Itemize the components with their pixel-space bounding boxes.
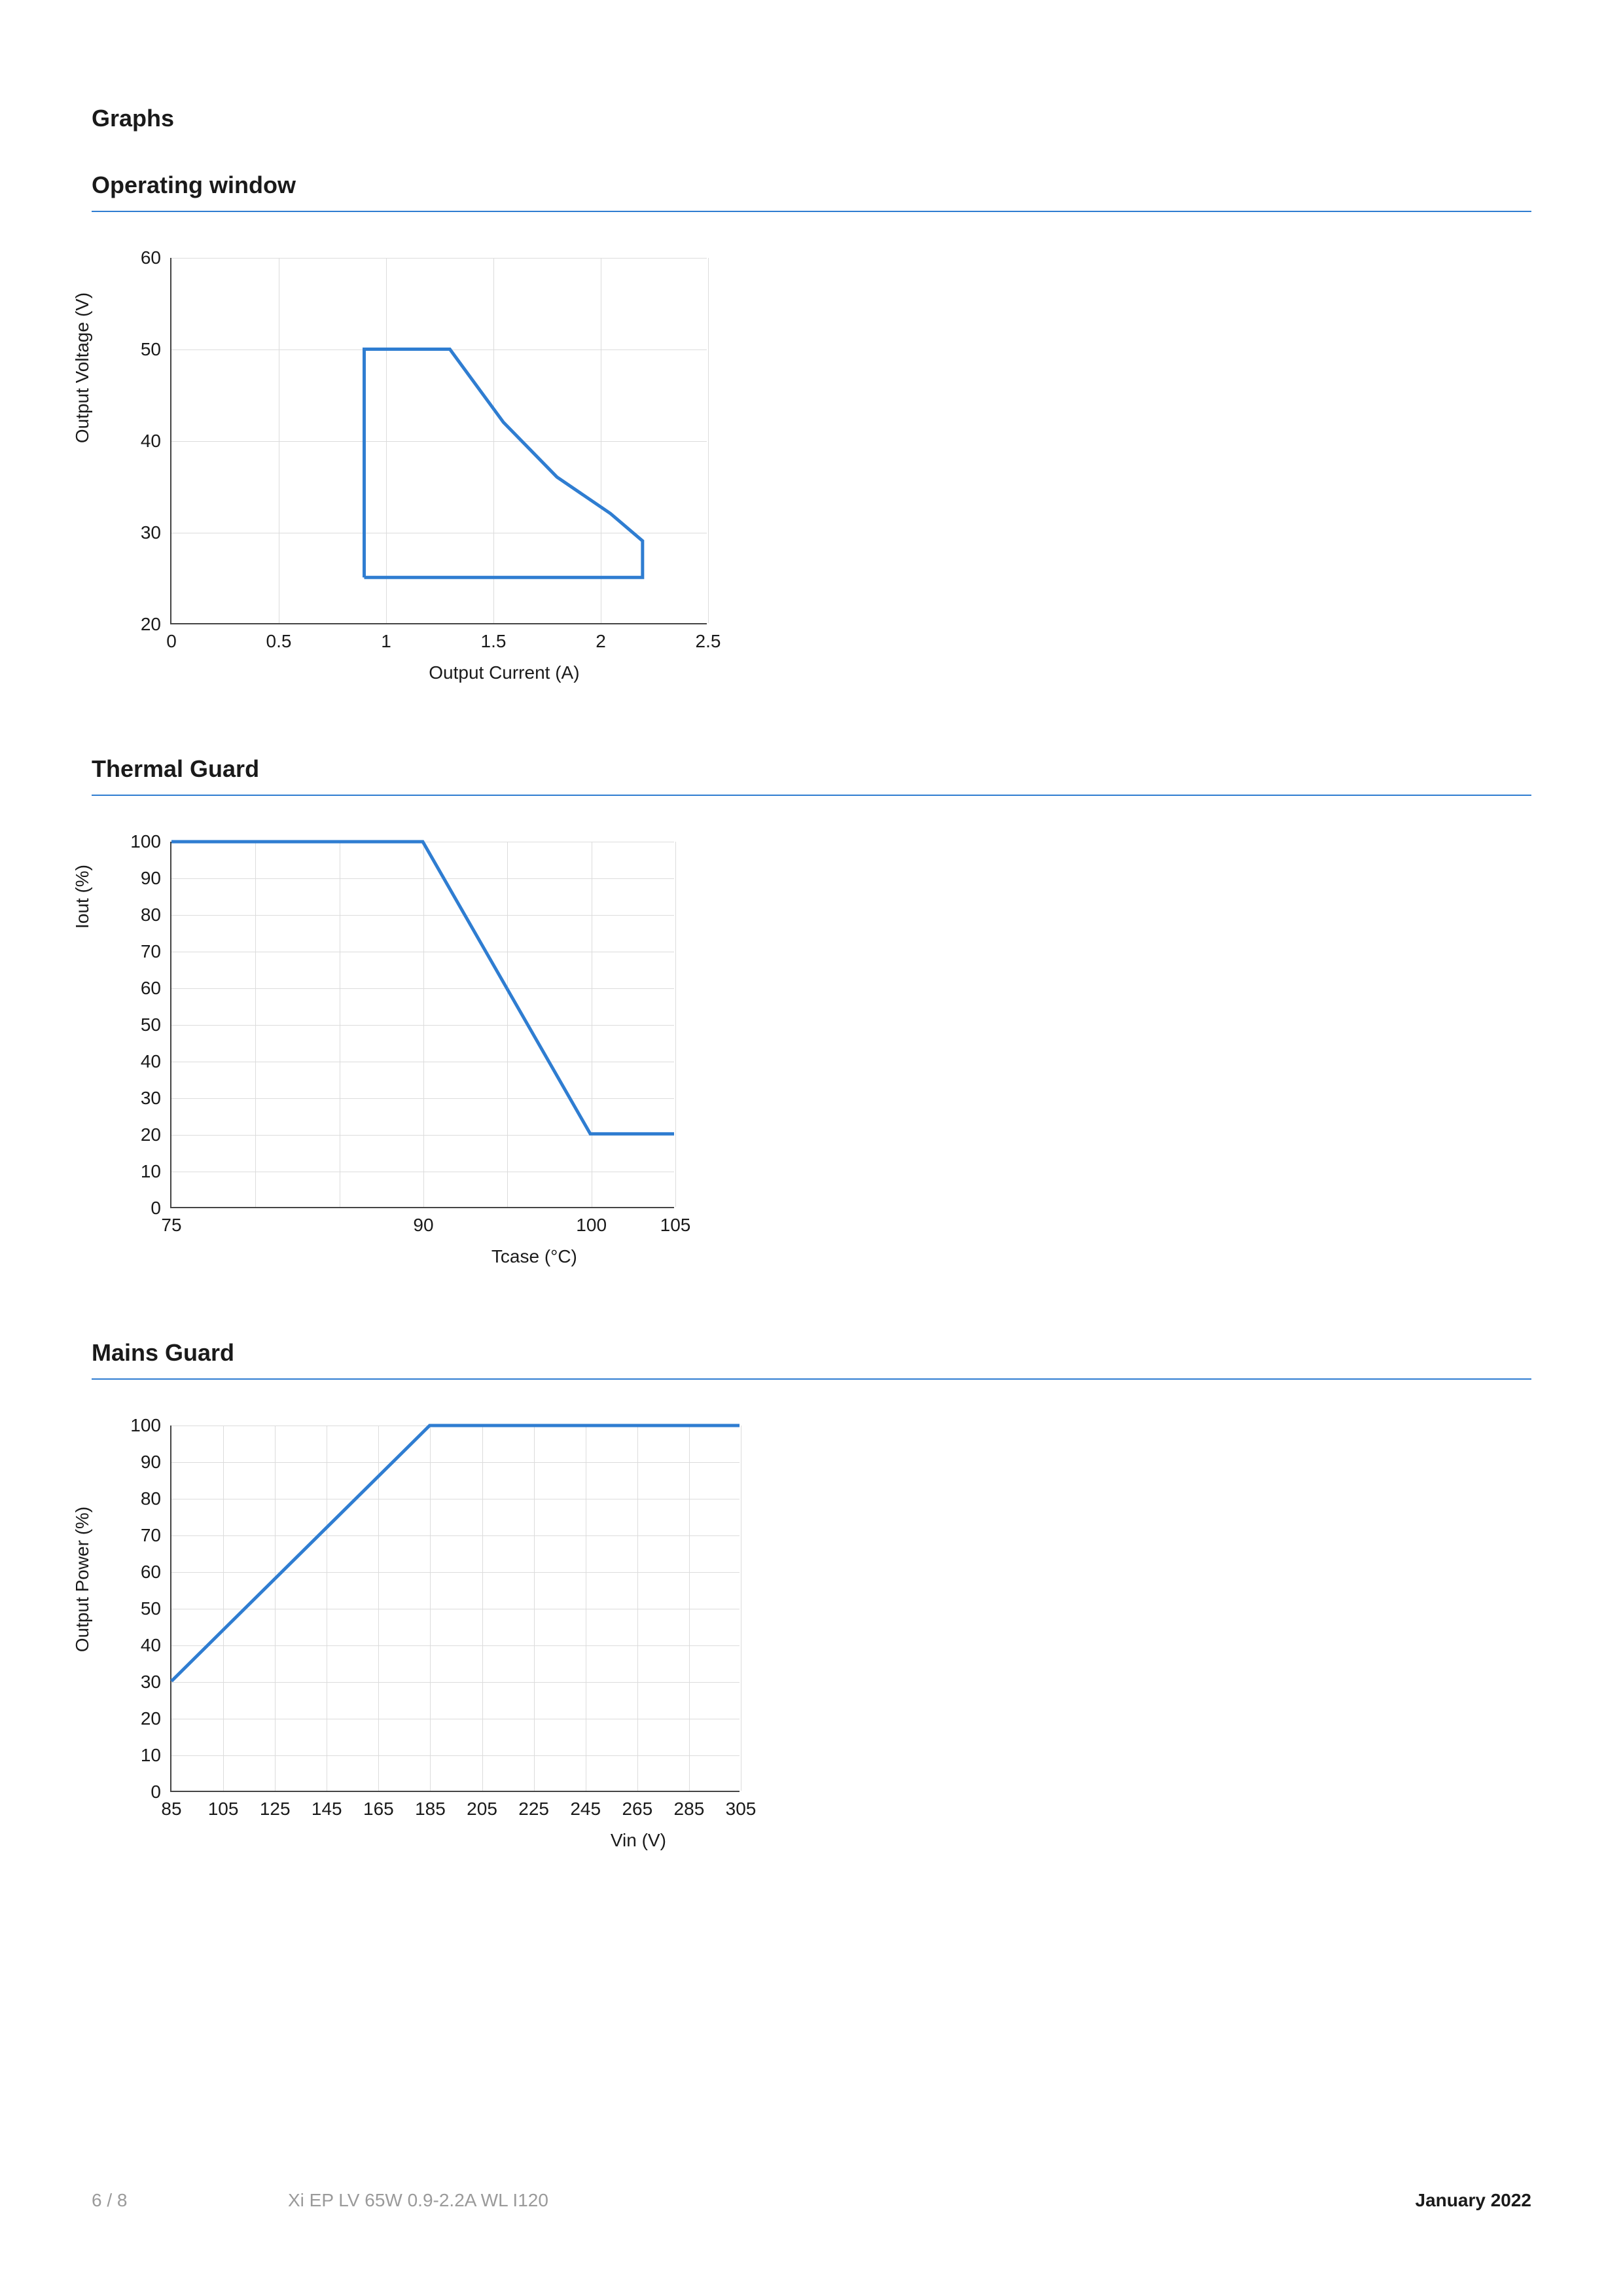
y-tick-label: 20	[141, 614, 161, 635]
x-tick-label: 1.5	[481, 631, 507, 652]
x-axis-label: Output Current (A)	[429, 662, 579, 683]
y-tick-label: 100	[130, 1415, 161, 1436]
y-tick-label: 90	[141, 868, 161, 889]
x-tick-label: 225	[518, 1799, 549, 1820]
y-axis-label: Output Voltage (V)	[72, 293, 93, 443]
footer-page-number: 6 / 8	[92, 2190, 127, 2211]
x-tick-label: 125	[260, 1799, 291, 1820]
chart-section: Mains Guard 01020304050607080901008510512…	[92, 1339, 1531, 1792]
y-tick-label: 10	[141, 1745, 161, 1766]
chart-plot-area: 0102030405060708090100851051251451651852…	[170, 1426, 740, 1792]
x-tick-label: 105	[208, 1799, 239, 1820]
y-tick-label: 70	[141, 941, 161, 962]
x-tick-label: 90	[413, 1215, 433, 1236]
x-tick-label: 1	[381, 631, 391, 652]
x-tick-label: 85	[161, 1799, 181, 1820]
y-tick-label: 20	[141, 1708, 161, 1729]
y-tick-label: 80	[141, 1488, 161, 1509]
x-tick-label: 285	[674, 1799, 705, 1820]
x-tick-label: 145	[312, 1799, 342, 1820]
y-tick-label: 0	[151, 1782, 161, 1803]
y-tick-label: 40	[141, 1635, 161, 1656]
x-axis-label: Vin (V)	[611, 1830, 666, 1851]
y-tick-label: 40	[141, 1051, 161, 1072]
x-tick-label: 2.5	[696, 631, 721, 652]
gridline-vertical	[675, 842, 676, 1207]
y-tick-label: 10	[141, 1161, 161, 1182]
chart-section: Operating window 203040506000.511.522.5Ou…	[92, 171, 1531, 624]
x-tick-label: 185	[415, 1799, 446, 1820]
footer-date: January 2022	[1416, 2190, 1531, 2211]
chart-wrap: 0102030405060708090100851051251451651852…	[170, 1426, 1531, 1792]
y-tick-label: 0	[151, 1198, 161, 1219]
chart-title: Mains Guard	[92, 1339, 1531, 1380]
chart-section: Thermal Guard 010203040506070809010075901…	[92, 755, 1531, 1208]
y-tick-label: 30	[141, 1672, 161, 1693]
y-tick-label: 30	[141, 1088, 161, 1109]
y-tick-label: 60	[141, 1562, 161, 1583]
x-tick-label: 100	[576, 1215, 607, 1236]
page-footer: 6 / 8 Xi EP LV 65W 0.9-2.2A WL I120 Janu…	[92, 2190, 1531, 2211]
y-tick-label: 40	[141, 431, 161, 452]
y-tick-label: 100	[130, 831, 161, 852]
x-tick-label: 265	[622, 1799, 652, 1820]
y-tick-label: 30	[141, 522, 161, 543]
y-tick-label: 50	[141, 339, 161, 360]
chart-wrap: 203040506000.511.522.5Output Voltage (V)…	[170, 258, 1531, 624]
x-tick-label: 2	[596, 631, 606, 652]
y-tick-label: 60	[141, 978, 161, 999]
x-tick-label: 0	[166, 631, 177, 652]
chart-plot-area: 01020304050607080901007590100105Iout (%)…	[170, 842, 674, 1208]
chart-title: Thermal Guard	[92, 755, 1531, 796]
y-axis-label: Output Power (%)	[72, 1507, 93, 1653]
chart-line-icon	[171, 1426, 740, 1791]
x-axis-label: Tcase (°C)	[491, 1246, 577, 1267]
chart-line-icon	[171, 258, 707, 623]
y-tick-label: 80	[141, 905, 161, 925]
page-title: Graphs	[92, 105, 1531, 132]
x-tick-label: 105	[660, 1215, 691, 1236]
charts-container: Operating window203040506000.511.522.5Ou…	[92, 171, 1531, 1792]
y-tick-label: 70	[141, 1525, 161, 1546]
page-root: Graphs Operating window203040506000.511.…	[0, 0, 1623, 2296]
chart-title: Operating window	[92, 171, 1531, 212]
x-tick-label: 165	[363, 1799, 394, 1820]
chart-line-icon	[171, 842, 674, 1207]
x-tick-label: 305	[726, 1799, 757, 1820]
gridline-vertical	[708, 258, 709, 623]
y-tick-label: 60	[141, 247, 161, 268]
y-tick-label: 20	[141, 1124, 161, 1145]
y-tick-label: 50	[141, 1014, 161, 1035]
x-tick-label: 205	[467, 1799, 497, 1820]
y-tick-label: 50	[141, 1598, 161, 1619]
footer-product-name: Xi EP LV 65W 0.9-2.2A WL I120	[288, 2190, 548, 2211]
chart-wrap: 01020304050607080901007590100105Iout (%)…	[170, 842, 1531, 1208]
x-tick-label: 0.5	[266, 631, 292, 652]
chart-plot-area: 203040506000.511.522.5Output Voltage (V)…	[170, 258, 707, 624]
x-tick-label: 75	[161, 1215, 181, 1236]
y-tick-label: 90	[141, 1452, 161, 1473]
x-tick-label: 245	[570, 1799, 601, 1820]
y-axis-label: Iout (%)	[72, 865, 93, 929]
